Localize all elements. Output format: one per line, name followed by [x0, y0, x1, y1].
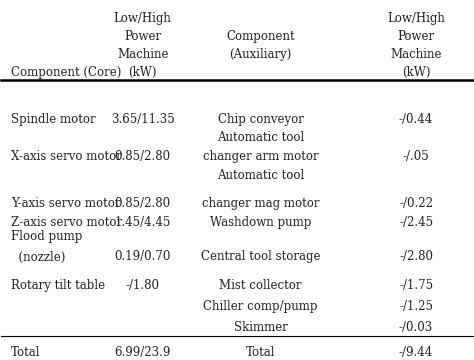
- Text: -/2.45: -/2.45: [399, 216, 433, 229]
- Text: Central tool storage: Central tool storage: [201, 251, 320, 264]
- Text: Chiller comp/pump: Chiller comp/pump: [203, 300, 318, 313]
- Text: 0.85/2.80: 0.85/2.80: [115, 197, 171, 210]
- Text: -/.05: -/.05: [403, 150, 429, 163]
- Text: Skimmer: Skimmer: [234, 321, 288, 334]
- Text: Washdown pump: Washdown pump: [210, 216, 311, 229]
- Text: Component (Core): Component (Core): [11, 66, 121, 79]
- Text: 0.85/2.80: 0.85/2.80: [115, 150, 171, 163]
- Text: 3.65/11.35: 3.65/11.35: [111, 113, 174, 126]
- Text: (kW): (kW): [402, 66, 430, 79]
- Text: -/9.44: -/9.44: [399, 346, 433, 359]
- Text: Power: Power: [398, 30, 435, 43]
- Text: Machine: Machine: [117, 48, 168, 61]
- Text: Automatic tool: Automatic tool: [217, 131, 304, 144]
- Text: -/1.25: -/1.25: [399, 300, 433, 313]
- Text: -/1.80: -/1.80: [126, 279, 160, 292]
- Text: Y-axis servo motor: Y-axis servo motor: [11, 197, 120, 210]
- Text: -/0.03: -/0.03: [399, 321, 433, 334]
- Text: -/1.75: -/1.75: [399, 279, 433, 292]
- Text: Chip conveyor: Chip conveyor: [218, 113, 303, 126]
- Text: (kW): (kW): [128, 66, 157, 79]
- Text: Component: Component: [226, 30, 295, 43]
- Text: Low/High: Low/High: [387, 12, 445, 25]
- Text: (nozzle): (nozzle): [11, 251, 65, 264]
- Text: X-axis servo motor: X-axis servo motor: [11, 150, 122, 163]
- Text: Total: Total: [246, 346, 275, 359]
- Text: Machine: Machine: [390, 48, 442, 61]
- Text: changer arm motor: changer arm motor: [203, 150, 319, 163]
- Text: changer mag motor: changer mag motor: [202, 197, 319, 210]
- Text: 1.45/4.45: 1.45/4.45: [115, 216, 171, 229]
- Text: Rotary tilt table: Rotary tilt table: [11, 279, 105, 292]
- Text: Flood pump: Flood pump: [11, 230, 82, 243]
- Text: Z-axis servo motor: Z-axis servo motor: [11, 216, 122, 229]
- Text: Spindle motor: Spindle motor: [11, 113, 95, 126]
- Text: (Auxiliary): (Auxiliary): [229, 48, 292, 61]
- Text: 6.99/23.9: 6.99/23.9: [115, 346, 171, 359]
- Text: Low/High: Low/High: [114, 12, 172, 25]
- Text: -/0.44: -/0.44: [399, 113, 433, 126]
- Text: -/2.80: -/2.80: [399, 251, 433, 264]
- Text: Power: Power: [124, 30, 161, 43]
- Text: Mist collector: Mist collector: [219, 279, 302, 292]
- Text: Total: Total: [11, 346, 40, 359]
- Text: 0.19/0.70: 0.19/0.70: [115, 251, 171, 264]
- Text: Automatic tool: Automatic tool: [217, 169, 304, 182]
- Text: -/0.22: -/0.22: [399, 197, 433, 210]
